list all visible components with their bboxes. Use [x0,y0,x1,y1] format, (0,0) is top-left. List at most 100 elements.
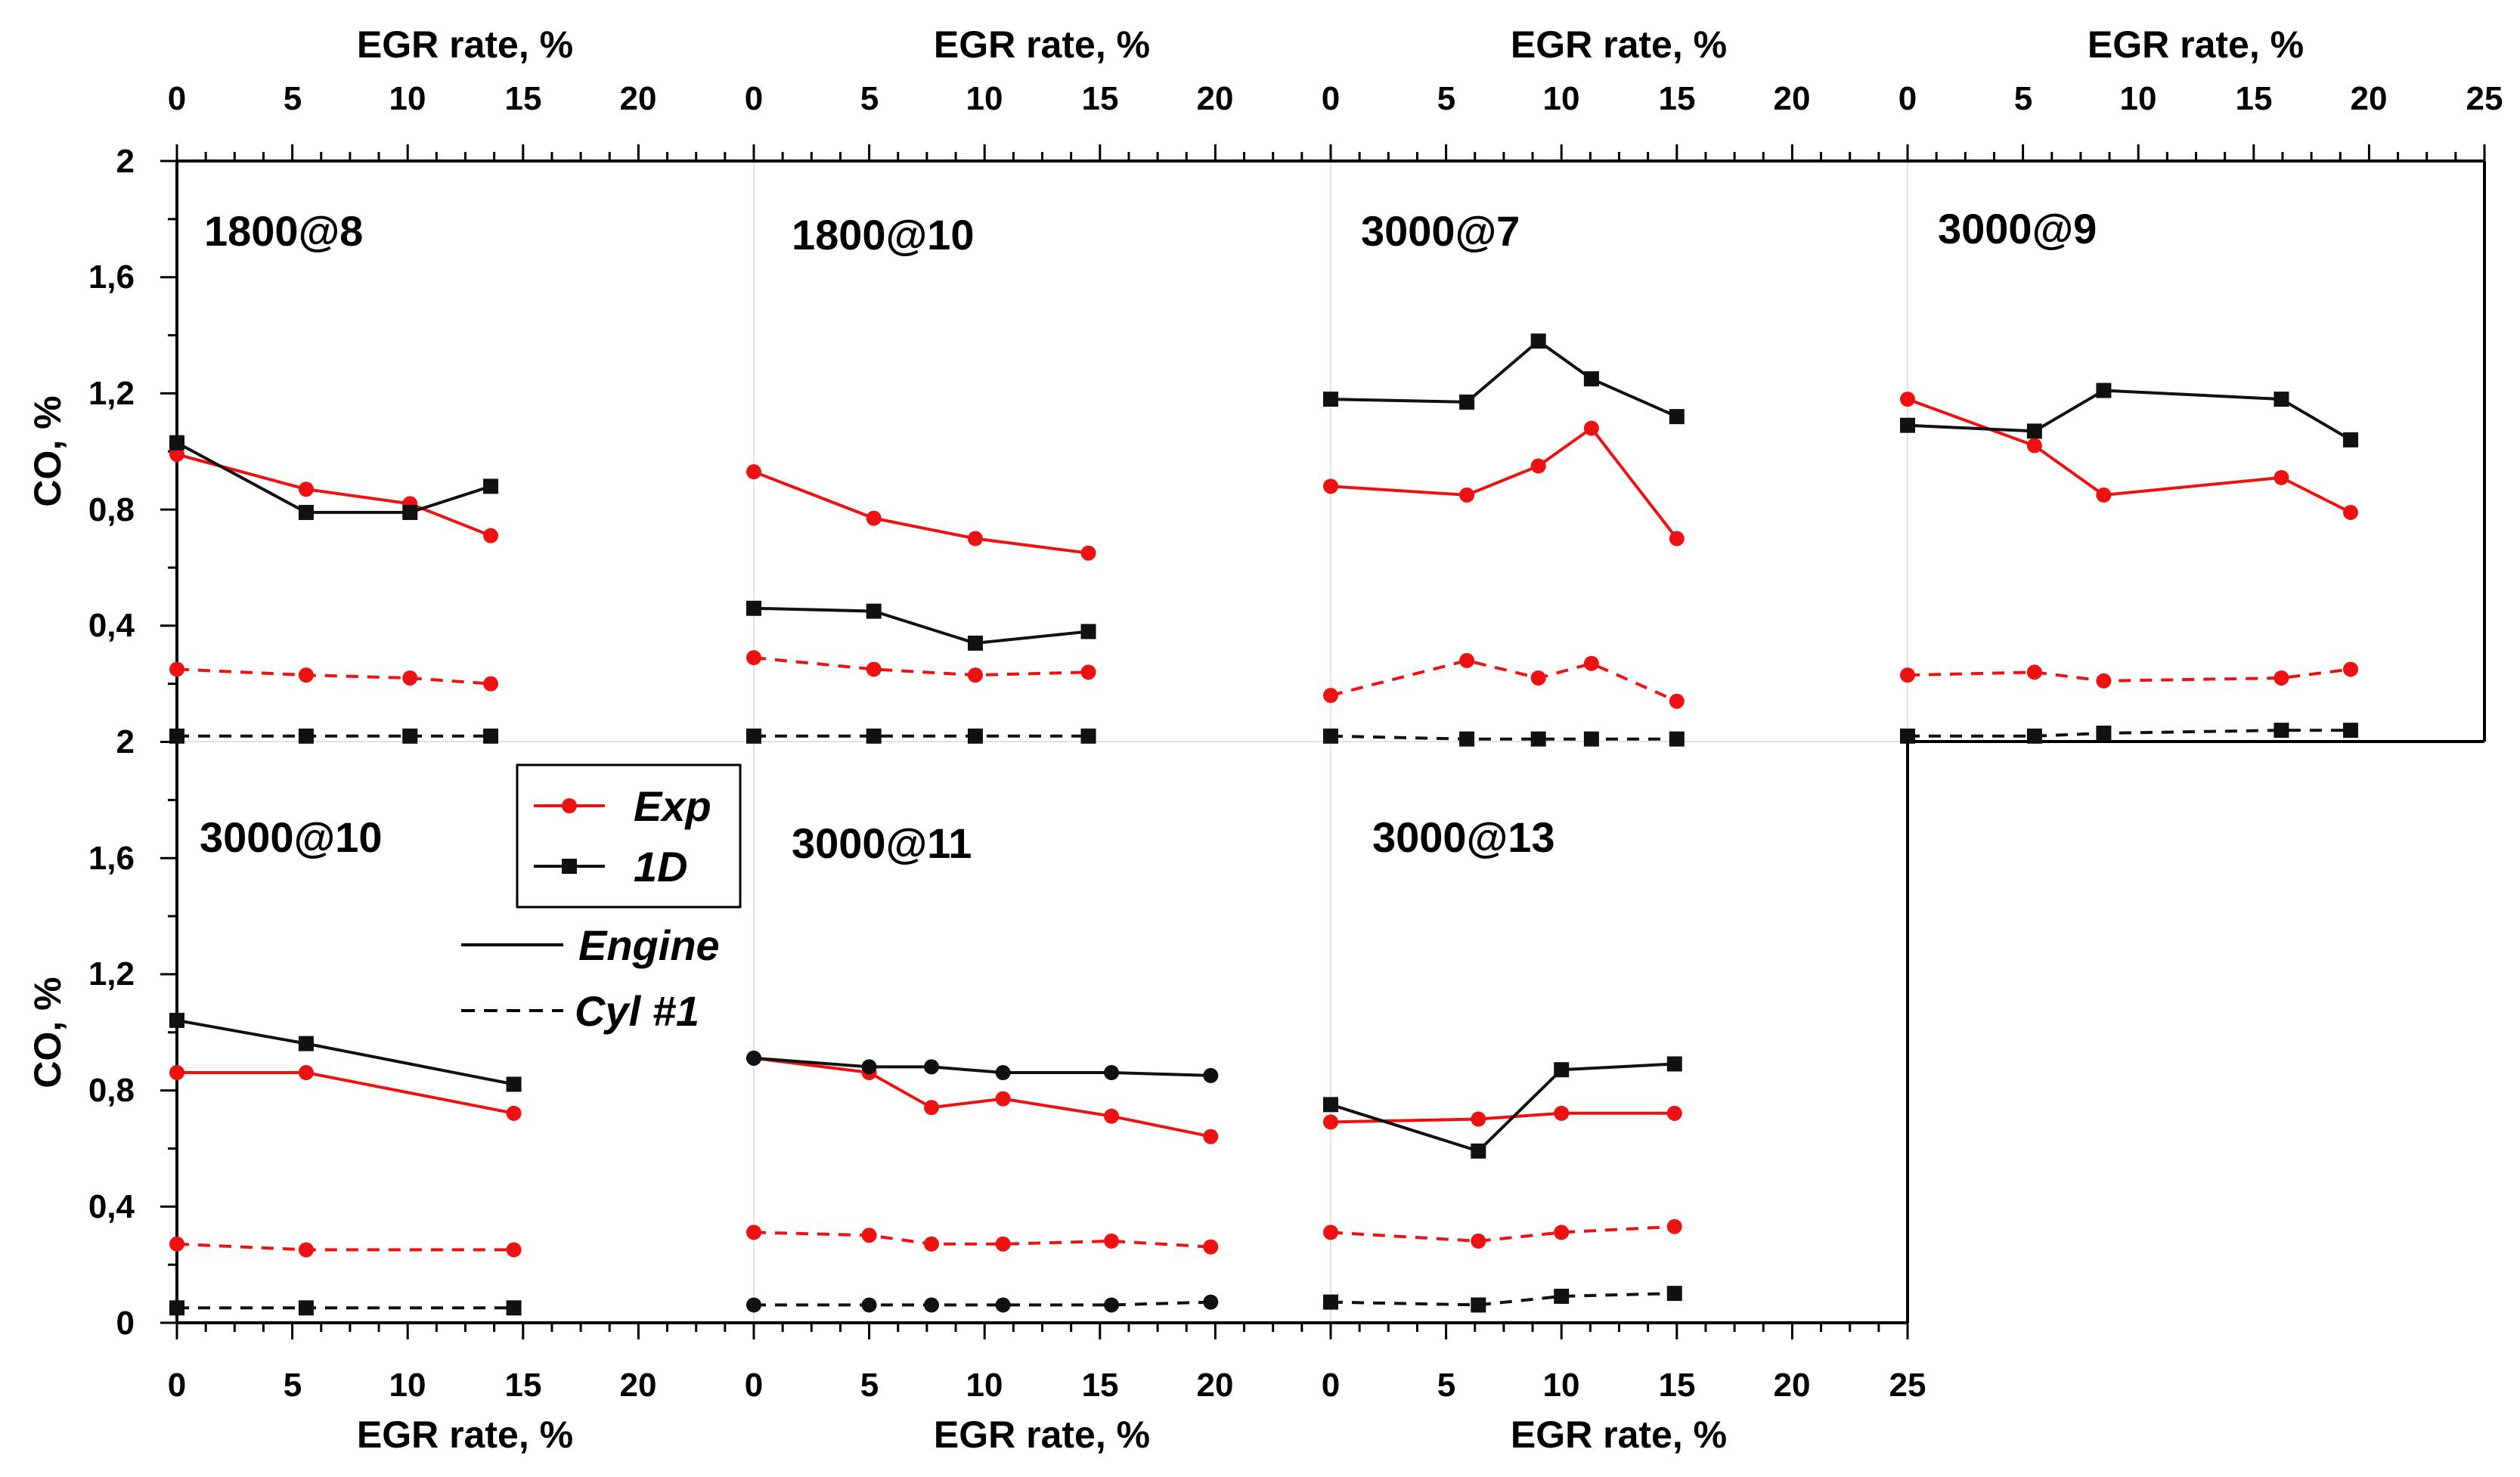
series-line [753,1231,1211,1249]
top-tick-label: 0 [168,80,186,117]
data-point [506,1300,522,1316]
legend-entry-exp: Exp [534,782,711,830]
top-tick-label: 15 [1659,80,1696,117]
top-tick-label: 10 [2120,80,2157,117]
top-tick-label: 0 [745,80,763,117]
series-line [177,1071,514,1115]
data-point [2096,382,2112,398]
y-axis-title-bottom: CO, % [26,977,69,1088]
data-point [169,447,184,463]
panel-1800@10 [746,464,1096,744]
series-line [753,470,1089,555]
data-point [1554,1225,1570,1240]
data-point [2342,723,2358,738]
data-point [1669,731,1685,747]
data-point [2274,723,2289,738]
panel-labels: 1800@8 1800@10 3000@7 3000@9 3000@10 300… [200,205,2097,867]
x-axis-title-bottom: EGR rate, % [357,1414,573,1456]
data-point [746,1050,761,1066]
data-point [1323,728,1338,744]
bottom-tick-label: 15 [505,1367,542,1404]
legend-cyl-label: Cyl #1 [575,987,699,1035]
panel-label: 3000@7 [1361,207,1520,255]
data-point [746,464,761,480]
panel-label: 3000@9 [1938,205,2097,252]
data-point [1583,731,1599,747]
data-point [298,504,314,520]
data-point [298,1300,314,1316]
data-point [2026,664,2042,680]
bottom-tick-label: 5 [1437,1367,1455,1404]
data-point [506,1242,522,1258]
bottom-tick-label: 10 [1543,1367,1580,1404]
data-point [995,1091,1011,1107]
data-point [1583,420,1599,436]
bottom-tick-label: 20 [620,1367,657,1404]
data-point [298,1242,314,1258]
top-tick-label: 10 [966,80,1003,117]
data-point [995,1236,1011,1252]
panel-label: 1800@8 [204,207,363,255]
data-point [483,528,499,543]
top-tick-label: 10 [1543,80,1580,117]
y-tick-label: 1,6 [88,259,135,296]
data-point [1080,664,1096,680]
bottom-tick-label: 15 [1082,1367,1119,1404]
data-point [506,1076,522,1092]
panel-3000@10 [169,1012,522,1316]
bottom-tick-label: 0 [168,1367,186,1404]
data-point [866,728,882,744]
top-tick-label: 0 [1322,80,1340,117]
series-line [753,656,1089,677]
panel-separators [177,161,1908,1323]
data-point [746,1225,761,1240]
data-point [2096,673,2112,689]
data-point [1669,531,1685,547]
data-point [967,728,983,744]
data-point [169,1065,184,1081]
top-tick-label: 20 [1197,80,1234,117]
data-point [2342,661,2358,677]
data-point [1583,655,1599,671]
series-line [176,453,491,537]
data-point [1666,1286,1682,1302]
top-x-tick-labels: 0 5 10 15 20 0 5 10 15 20 0 5 10 15 20 0… [168,80,2503,117]
series-line [754,1300,1211,1307]
bottom-tick-label: 20 [1774,1367,1811,1404]
data-point [1203,1239,1219,1255]
data-point [1104,1297,1120,1313]
data-point [1471,1111,1486,1127]
series-line [176,1018,514,1086]
data-point [169,435,184,451]
top-tick-label: 0 [1899,80,1917,117]
panel-1800@8 [169,435,499,744]
data-point [1530,458,1546,474]
series-line [753,606,1089,645]
data-point [924,1297,940,1313]
bottom-tick-label: 5 [284,1367,302,1404]
y-tick-label: 0,4 [88,1188,135,1225]
bottom-tick-label: 0 [745,1367,763,1404]
data-point [924,1236,940,1252]
data-point [1203,1294,1219,1310]
series-line [1330,1062,1675,1153]
data-point [1459,652,1475,668]
series-line [176,441,491,514]
data-point [298,1036,314,1051]
data-point [995,1297,1011,1313]
data-point [861,1228,877,1243]
data-point [1471,1143,1486,1159]
data-point [861,1059,877,1075]
data-point [746,650,761,666]
data-point [169,728,184,744]
series-line [753,1056,1211,1077]
axis-titles: EGR rate, % EGR rate, % EGR rate, % EGR … [26,23,2304,1456]
data-point [2026,728,2042,744]
data-point [866,510,882,526]
data-point [506,1105,522,1121]
data-point [924,1059,940,1075]
data-point [866,603,882,619]
data-point [924,1100,940,1116]
data-point [1104,1108,1120,1124]
y-tick-label: 1,2 [88,955,135,992]
